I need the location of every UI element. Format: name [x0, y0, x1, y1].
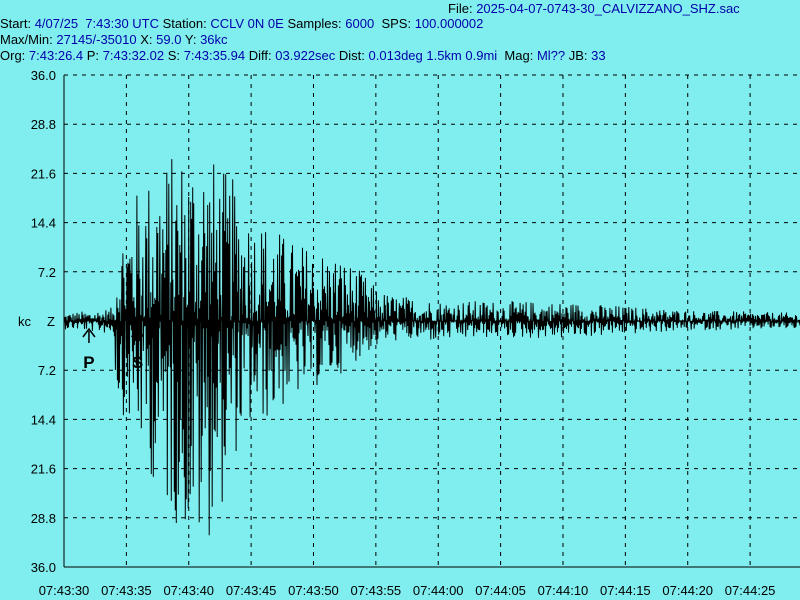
y-tick-label: 21.6: [31, 462, 56, 477]
x-tick-label: 07:43:30: [39, 583, 90, 598]
org-label: Org:: [0, 48, 26, 63]
x-tick-label: 07:44:10: [538, 583, 589, 598]
maxmin-value: 27145/-35010: [56, 32, 137, 47]
x-tick-label: 07:44:25: [725, 583, 776, 598]
start-line: Start: 4/07/25 7:43:30 UTC Station: CCLV…: [0, 16, 483, 32]
channel-label: Z: [47, 314, 55, 329]
samples-label: Samples:: [287, 16, 342, 31]
x-tick-label: 07:43:55: [351, 583, 402, 598]
dist-value: 0.013deg 1.5km 0.9mi: [368, 48, 498, 63]
jb-value: 33: [591, 48, 606, 63]
file-line: File: 2025-04-07-0743-30_CALVIZZANO_SHZ.…: [448, 1, 740, 17]
pick-label-s: S: [132, 353, 143, 372]
s-value: 7:43:35.94: [183, 48, 246, 63]
waveform-trace: [63, 159, 800, 536]
y-tick-label: 36.0: [31, 68, 56, 83]
org-value: 7:43:26.4: [28, 48, 84, 63]
pick-arrow-s: [131, 327, 145, 338]
x-tick-label: 07:44:20: [662, 583, 713, 598]
x-tick-label: 07:43:45: [226, 583, 277, 598]
y-tick-label: 28.8: [31, 511, 56, 526]
mag-value: Ml??: [536, 48, 566, 63]
y-value: 36kc: [200, 32, 228, 47]
maxmin-label: Max/Min:: [0, 32, 53, 47]
pick-label-p: P: [83, 353, 94, 372]
y-tick-label: 7.2: [38, 265, 56, 280]
start-label: Start:: [0, 16, 32, 31]
s-label: S:: [167, 48, 181, 63]
y-tick-label: 36.0: [31, 560, 56, 575]
x-label: X:: [140, 32, 153, 47]
diff-value: 03.922sec: [275, 48, 336, 63]
jb-label: JB:: [568, 48, 588, 63]
x-tick-label: 07:43:50: [288, 583, 339, 598]
station-value: CCLV 0N 0E: [210, 16, 284, 31]
units-label: kc: [18, 314, 32, 329]
x-value: 59.0: [156, 32, 182, 47]
x-tick-label: 07:43:40: [163, 583, 214, 598]
sps-value: 100.000002: [414, 16, 484, 31]
maxmin-line: Max/Min: 27145/-35010 X: 59.0 Y: 36kc: [0, 32, 228, 48]
samples-value: 6000: [345, 16, 375, 31]
x-tick-label: 07:43:35: [101, 583, 152, 598]
diff-label: Diff:: [248, 48, 272, 63]
p-value: 7:43:32.02: [102, 48, 165, 63]
x-tick-label: 07:44:15: [600, 583, 651, 598]
y-tick-label: 14.4: [31, 412, 56, 427]
file-name: 2025-04-07-0743-30_CALVIZZANO_SHZ.sac: [476, 1, 740, 16]
org-line: Org: 7:43:26.4 P: 7:43:32.02 S: 7:43:35.…: [0, 48, 606, 64]
x-tick-label: 07:44:05: [475, 583, 526, 598]
y-tick-label: 28.8: [31, 117, 56, 132]
y-tick-label: 14.4: [31, 216, 56, 231]
start-value: 4/07/25 7:43:30 UTC: [34, 16, 160, 31]
p-label: P:: [86, 48, 100, 63]
file-label: File:: [448, 1, 473, 16]
y-label: Y:: [184, 32, 197, 47]
sps-label: SPS:: [381, 16, 412, 31]
y-tick-label: 7.2: [38, 363, 56, 378]
x-tick-label: 07:44:00: [413, 583, 464, 598]
y-tick-label: 21.6: [31, 166, 56, 181]
dist-label: Dist:: [338, 48, 365, 63]
pick-arrow-p: [82, 327, 96, 338]
station-label: Station:: [162, 16, 207, 31]
mag-label: Mag:: [504, 48, 534, 63]
